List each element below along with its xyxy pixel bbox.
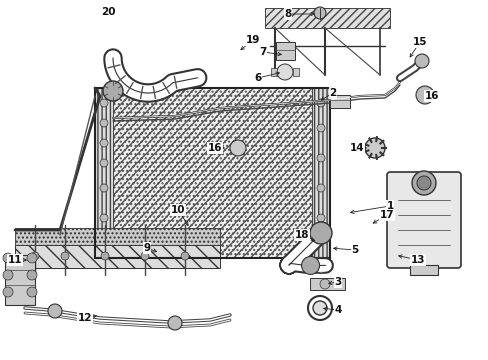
Circle shape: [309, 222, 331, 244]
Text: 14: 14: [349, 143, 364, 153]
Text: 3: 3: [334, 277, 341, 287]
Circle shape: [103, 81, 123, 101]
FancyBboxPatch shape: [386, 172, 460, 268]
Circle shape: [168, 316, 182, 330]
Polygon shape: [311, 88, 329, 258]
Circle shape: [319, 279, 329, 289]
Circle shape: [416, 176, 430, 190]
Text: 20: 20: [101, 7, 115, 17]
Circle shape: [27, 270, 37, 280]
Text: 5: 5: [351, 245, 358, 255]
Circle shape: [411, 171, 435, 195]
Text: 7: 7: [259, 47, 266, 57]
Circle shape: [181, 252, 189, 260]
Circle shape: [100, 159, 108, 167]
Circle shape: [316, 124, 325, 132]
Circle shape: [313, 7, 325, 19]
Circle shape: [316, 154, 325, 162]
Circle shape: [3, 270, 13, 280]
Circle shape: [100, 214, 108, 222]
Text: 9: 9: [143, 243, 150, 253]
Circle shape: [301, 256, 319, 274]
Text: 1: 1: [386, 201, 393, 211]
Polygon shape: [113, 88, 311, 258]
Circle shape: [100, 99, 108, 107]
Polygon shape: [15, 228, 220, 245]
Circle shape: [141, 252, 149, 260]
Text: 12: 12: [78, 313, 92, 323]
Text: 6: 6: [254, 73, 261, 83]
Text: 18: 18: [294, 230, 308, 240]
Polygon shape: [264, 8, 389, 28]
Polygon shape: [270, 68, 276, 76]
Circle shape: [27, 253, 37, 263]
Text: 10: 10: [170, 205, 185, 215]
Circle shape: [313, 259, 327, 273]
Text: 8: 8: [284, 9, 291, 19]
Circle shape: [3, 287, 13, 297]
Text: 19: 19: [245, 35, 260, 45]
Circle shape: [316, 184, 325, 192]
Circle shape: [31, 252, 39, 260]
Circle shape: [101, 252, 109, 260]
Polygon shape: [5, 255, 35, 305]
Circle shape: [3, 253, 13, 263]
Text: 15: 15: [412, 37, 427, 47]
Polygon shape: [292, 68, 298, 76]
Text: 13: 13: [410, 255, 425, 265]
Circle shape: [364, 138, 384, 158]
Circle shape: [48, 304, 62, 318]
Circle shape: [414, 54, 428, 68]
Circle shape: [61, 252, 69, 260]
Circle shape: [276, 64, 292, 80]
Polygon shape: [409, 265, 437, 275]
Polygon shape: [275, 42, 294, 60]
Circle shape: [100, 184, 108, 192]
Circle shape: [229, 140, 245, 156]
Circle shape: [100, 119, 108, 127]
Circle shape: [27, 287, 37, 297]
Text: 11: 11: [8, 255, 22, 265]
Polygon shape: [95, 88, 113, 258]
Polygon shape: [329, 95, 349, 108]
Circle shape: [316, 99, 325, 107]
Text: 16: 16: [424, 91, 438, 101]
Text: 4: 4: [334, 305, 341, 315]
Text: 17: 17: [379, 210, 393, 220]
Circle shape: [316, 214, 325, 222]
Circle shape: [415, 86, 433, 104]
Polygon shape: [15, 245, 220, 268]
Circle shape: [312, 301, 326, 315]
Text: 2: 2: [329, 88, 336, 98]
Circle shape: [100, 139, 108, 147]
Text: 16: 16: [207, 143, 222, 153]
Polygon shape: [309, 278, 345, 290]
